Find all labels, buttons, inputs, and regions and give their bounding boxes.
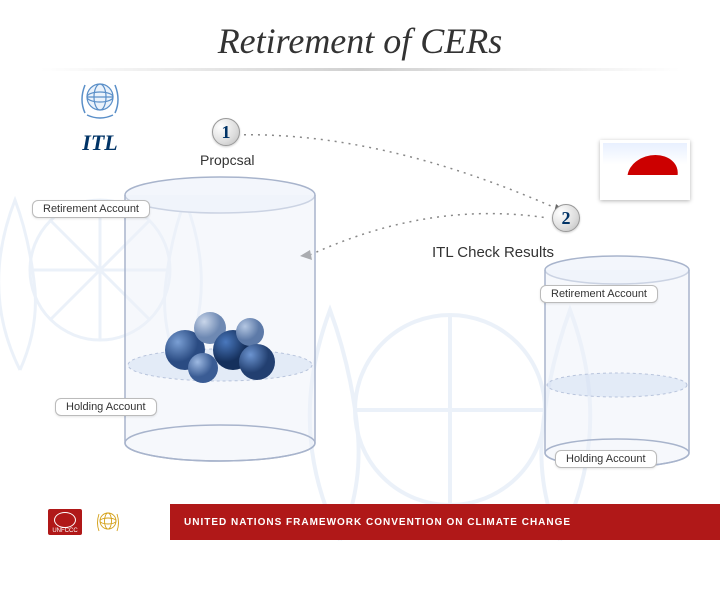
step-2-circle: 2 [552,204,580,232]
retirement-account-left: Retirement Account [32,200,150,218]
un-emblem-icon [94,508,122,536]
check-results-label: ITL Check Results [432,244,554,261]
footer-logos: UNFCCC [0,504,170,540]
step-1-circle: 1 [212,118,240,146]
unfccc-badge-icon: UNFCCC [48,509,82,535]
holding-account-left: Holding Account [55,398,157,416]
itl-logo: ITL [60,75,140,156]
holding-account-right: Holding Account [555,450,657,468]
retirement-account-right: Retirement Account [540,285,658,303]
page-title: Retirement of CERs [0,20,720,62]
itl-text: ITL [60,130,140,156]
footer-bar: UNFCCC UNITED NATIONS FRAMEWORK CONVENTI… [0,504,720,540]
flag-photo [600,140,690,200]
footer-text: UNITED NATIONS FRAMEWORK CONVENTION ON C… [170,504,720,540]
proposal-label: Propcsal [200,152,254,168]
title-underline [40,68,680,71]
molecules-left [155,290,285,390]
un-globe-icon [75,75,125,125]
